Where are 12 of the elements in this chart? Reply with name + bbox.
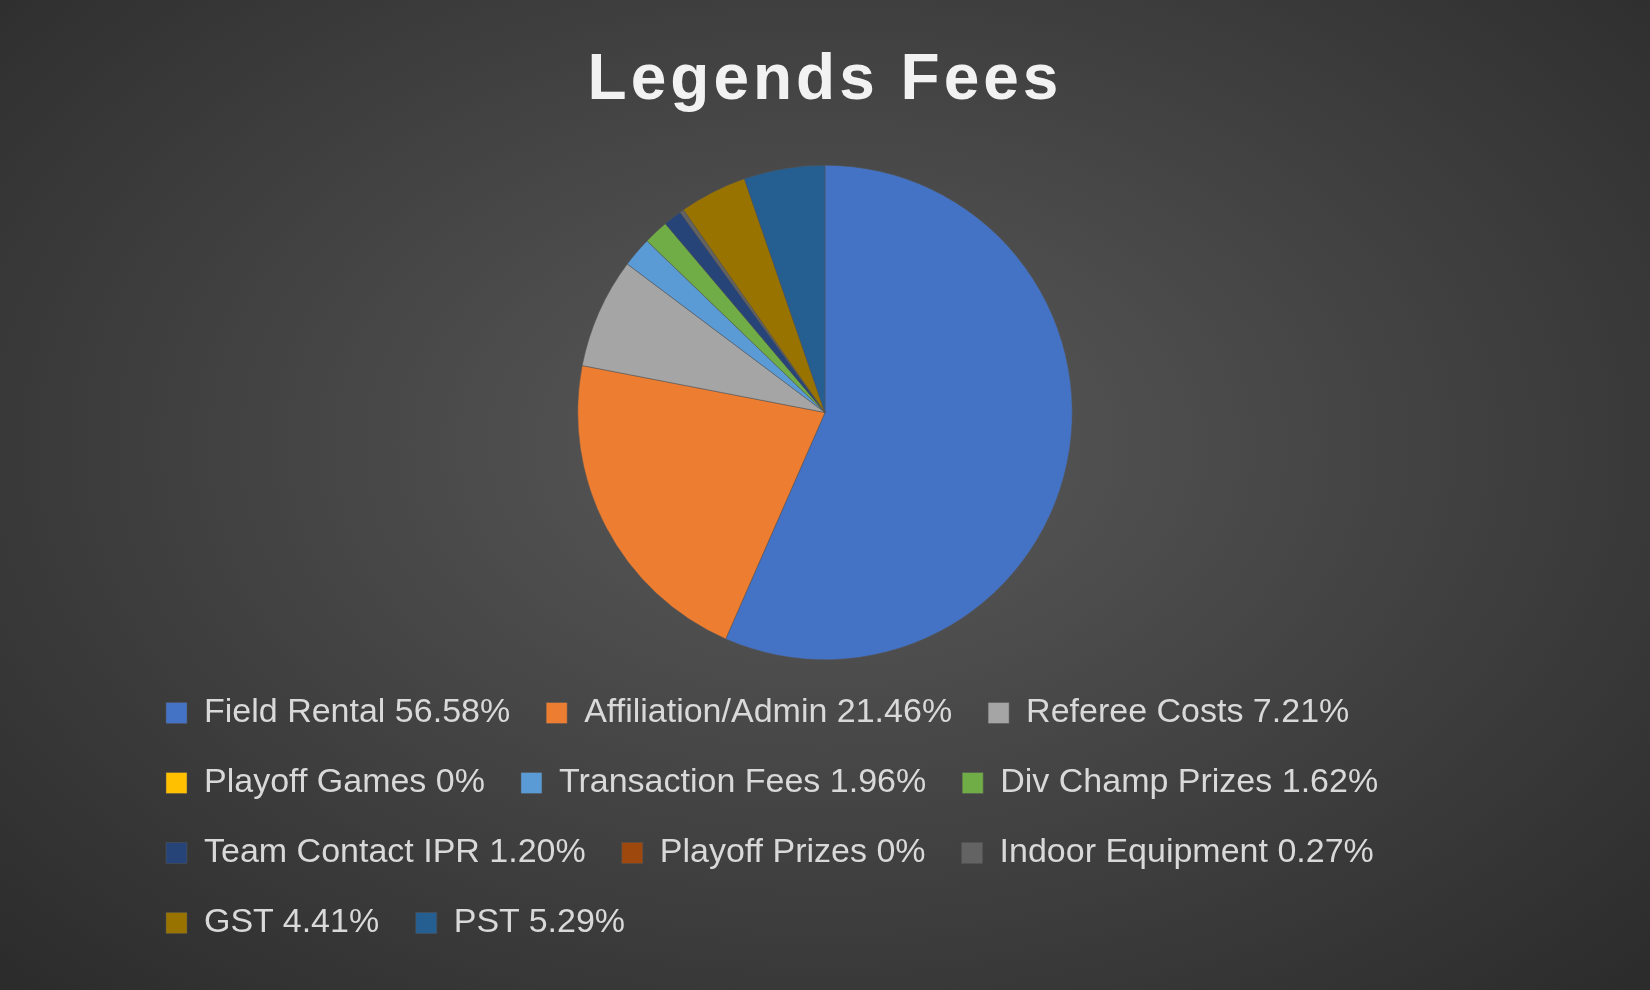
legend-label: Div Champ Prizes 1.62% [1000,761,1379,800]
legend-label: Team Contact IPR 1.20% [204,831,586,870]
legend-label: PST 5.29% [453,901,626,940]
legend-label: Indoor Equipment 0.27% [999,831,1374,870]
legend-label: Playoff Games 0% [204,761,485,800]
legend-label: GST 4.41% [204,901,380,940]
legend-label: Transaction Fees 1.96% [558,761,927,800]
legend-label: Referee Costs 7.21% [1026,691,1350,730]
chart-title: Legends Fees [586,40,1064,114]
legend-label: Playoff Prizes 0% [659,831,926,870]
legend-label: Affiliation/Admin 21.46% [584,691,953,730]
legend-label: Field Rental 56.58% [204,691,511,730]
